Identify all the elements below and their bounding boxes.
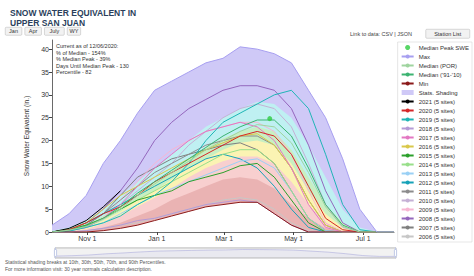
svg-text:2016 (5 sites): 2016 (5 sites) — [419, 144, 455, 150]
svg-text:2006 (5 sites): 2006 (5 sites) — [419, 234, 455, 240]
svg-text:0: 0 — [45, 229, 49, 236]
svg-text:% Median Peak - 39%: % Median Peak - 39% — [56, 56, 111, 62]
svg-text:2010 (5 sites): 2010 (5 sites) — [419, 198, 455, 204]
svg-text:10: 10 — [41, 183, 49, 190]
svg-text:Mar 1: Mar 1 — [215, 235, 233, 242]
svg-text:July: July — [49, 28, 59, 34]
svg-text:Apr: Apr — [29, 28, 38, 34]
svg-text:2012 (5 sites): 2012 (5 sites) — [419, 180, 455, 186]
svg-text:WY: WY — [70, 28, 79, 34]
svg-text:Nov 1: Nov 1 — [78, 235, 96, 242]
svg-text:UPPER SAN JUAN: UPPER SAN JUAN — [10, 18, 85, 28]
svg-text:Snow Water Equivalent (in.): Snow Water Equivalent (in.) — [23, 96, 31, 176]
svg-text:% of Median - 154%: % of Median - 154% — [56, 50, 106, 56]
svg-text:Days Until Median Peak - 130: Days Until Median Peak - 130 — [56, 63, 129, 69]
svg-text:15: 15 — [41, 160, 49, 167]
svg-text:SNOW WATER EQUIVALENT IN: SNOW WATER EQUIVALENT IN — [10, 8, 136, 18]
svg-text:30: 30 — [41, 91, 49, 98]
svg-text:Median Peak SWE: Median Peak SWE — [419, 45, 469, 51]
svg-text:2021 (5 sites): 2021 (5 sites) — [419, 99, 455, 105]
svg-text:2015 (5 sites): 2015 (5 sites) — [419, 153, 455, 159]
svg-text:Station List: Station List — [434, 31, 462, 37]
svg-text:Percentile - 82: Percentile - 82 — [56, 69, 91, 75]
svg-text:Link to data: CSV | JSON: Link to data: CSV | JSON — [350, 31, 412, 37]
svg-text:Max: Max — [419, 54, 430, 60]
svg-text:2018 (5 sites): 2018 (5 sites) — [419, 126, 455, 132]
svg-text:Median (POR): Median (POR) — [419, 63, 457, 69]
svg-text:20: 20 — [41, 137, 49, 144]
svg-text:2019 (5 sites): 2019 (5 sites) — [419, 117, 455, 123]
svg-text:2009 (5 sites): 2009 (5 sites) — [419, 207, 455, 213]
svg-text:2017 (5 sites): 2017 (5 sites) — [419, 135, 455, 141]
svg-text:2020 (5 sites): 2020 (5 sites) — [419, 108, 455, 114]
svg-text:2014 (5 sites): 2014 (5 sites) — [419, 162, 455, 168]
svg-text:2007 (5 sites): 2007 (5 sites) — [419, 225, 455, 231]
svg-text:2008 (5 sites): 2008 (5 sites) — [419, 216, 455, 222]
svg-text:Min: Min — [419, 81, 429, 87]
svg-text:35: 35 — [41, 69, 49, 76]
svg-text:Current as of 12/06/2020:: Current as of 12/06/2020: — [56, 43, 119, 49]
svg-text:25: 25 — [41, 114, 49, 121]
svg-text:Stats. Shading: Stats. Shading — [419, 90, 458, 96]
svg-text:2013 (5 sites): 2013 (5 sites) — [419, 171, 455, 177]
svg-text:5: 5 — [45, 206, 49, 213]
svg-text:Jul 1: Jul 1 — [356, 235, 371, 242]
svg-text:Jan: Jan — [9, 28, 18, 34]
svg-text:Median ('91-'10): Median ('91-'10) — [419, 72, 462, 78]
svg-text:For more information visit: 30: For more information visit: 30 year norm… — [5, 266, 152, 272]
svg-text:40: 40 — [41, 46, 49, 53]
svg-text:2011 (5 sites): 2011 (5 sites) — [419, 189, 455, 195]
svg-text:May 1: May 1 — [284, 235, 303, 243]
svg-text:Statistical shading breaks at: Statistical shading breaks at 10th, 30th… — [5, 259, 166, 265]
svg-text:Jan 1: Jan 1 — [148, 235, 165, 242]
